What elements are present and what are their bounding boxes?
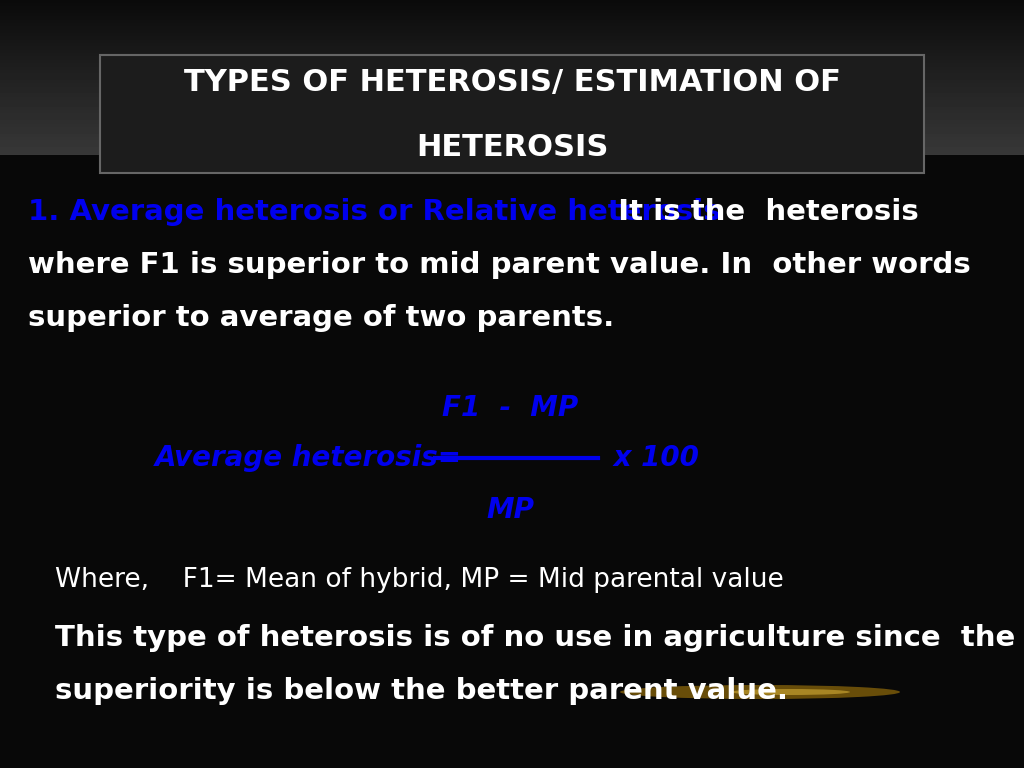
Text: F1  -  MP: F1 - MP xyxy=(442,394,579,422)
Text: It is the  heterosis: It is the heterosis xyxy=(598,198,919,226)
Text: 1. Average heterosis or Relative heterosis: 1. Average heterosis or Relative heteros… xyxy=(28,198,721,226)
Text: x 100: x 100 xyxy=(604,444,698,472)
Ellipse shape xyxy=(730,689,850,695)
Text: MP: MP xyxy=(486,496,534,524)
Ellipse shape xyxy=(620,685,900,699)
Text: TYPES OF HETEROSIS/ ESTIMATION OF: TYPES OF HETEROSIS/ ESTIMATION OF xyxy=(183,68,841,98)
Text: Average heterosis=: Average heterosis= xyxy=(155,444,462,472)
Text: superiority is below the better parent value.: superiority is below the better parent v… xyxy=(55,677,788,705)
Text: Where,    F1= Mean of hybrid, MP = Mid parental value: Where, F1= Mean of hybrid, MP = Mid pare… xyxy=(55,567,783,593)
Text: This type of heterosis is of no use in agriculture since  the: This type of heterosis is of no use in a… xyxy=(55,624,1015,652)
Text: superior to average of two parents.: superior to average of two parents. xyxy=(28,304,614,332)
Text: where F1 is superior to mid parent value. In  other words: where F1 is superior to mid parent value… xyxy=(28,251,971,279)
FancyBboxPatch shape xyxy=(100,55,924,173)
Text: HETEROSIS: HETEROSIS xyxy=(416,134,608,163)
